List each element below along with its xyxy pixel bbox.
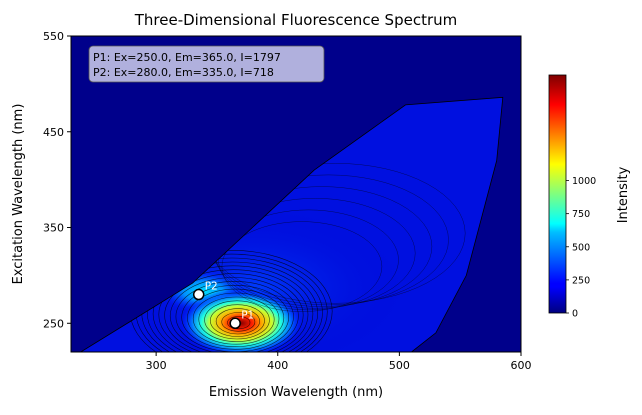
x-axis: 300 400 500 600 (146, 352, 532, 372)
peak-label-p1: P1 (241, 309, 254, 321)
annotation-line-p2: P2: Ex=280.0, Em=335.0, I=718 (93, 66, 274, 79)
chart-title: Three-Dimensional Fluorescence Spectrum (134, 11, 458, 29)
colorbar-label: Intensity (616, 166, 631, 223)
x-tick-label: 300 (146, 359, 167, 372)
peak-label-p2: P2 (205, 281, 218, 293)
colorbar-tick-label: 750 (572, 209, 590, 220)
x-axis-label: Emission Wavelength (nm) (209, 385, 383, 400)
x-tick-label: 500 (389, 359, 410, 372)
colorbar-tick-label: 500 (572, 242, 590, 253)
contour-line (218, 209, 399, 311)
y-tick-label: 250 (43, 317, 64, 330)
x-tick-label: 400 (267, 359, 288, 372)
contour-line (221, 221, 383, 312)
region-outline (79, 96, 504, 352)
contour-line (147, 261, 318, 352)
y-tick-label: 350 (43, 222, 64, 235)
plot-area: P1 P2 (79, 96, 504, 352)
contour-line (215, 308, 260, 335)
colorbar-gradient (548, 74, 567, 314)
plot-frame (70, 35, 522, 353)
y-axis-label: Excitation Wavelength (nm) (11, 104, 26, 285)
y-tick-label: 450 (43, 126, 64, 139)
y-tick-label: 550 (43, 30, 64, 43)
contour-line (209, 304, 265, 337)
contour-line (198, 296, 275, 342)
colorbar-tick-label: 1000 (572, 176, 596, 187)
colorbar-tick-label: 250 (572, 275, 590, 286)
peak-marker-p1 (229, 317, 241, 330)
colorbar-ticks: 0 250 500 750 1000 (566, 176, 596, 320)
contour-line (181, 284, 289, 350)
colorbar-tick-label: 0 (572, 309, 578, 320)
contour-line (221, 312, 256, 332)
peak-marker-p2 (192, 288, 205, 301)
contour-line (158, 269, 309, 352)
contour-line (164, 273, 304, 352)
y-axis: 250 350 450 550 (43, 30, 71, 330)
annotation-line-p1: P1: Ex=250.0, Em=365.0, I=1797 (93, 51, 281, 64)
contour-line (152, 265, 314, 352)
x-tick-label: 600 (511, 359, 532, 372)
contour-line (227, 316, 251, 330)
contour-line (192, 292, 280, 345)
peak-annotation-box: P1: Ex=250.0, Em=365.0, I=1797 P2: Ex=28… (88, 45, 325, 83)
colorbar: 0 250 500 750 1000 Intensity (548, 74, 631, 320)
contour-line (204, 300, 270, 340)
